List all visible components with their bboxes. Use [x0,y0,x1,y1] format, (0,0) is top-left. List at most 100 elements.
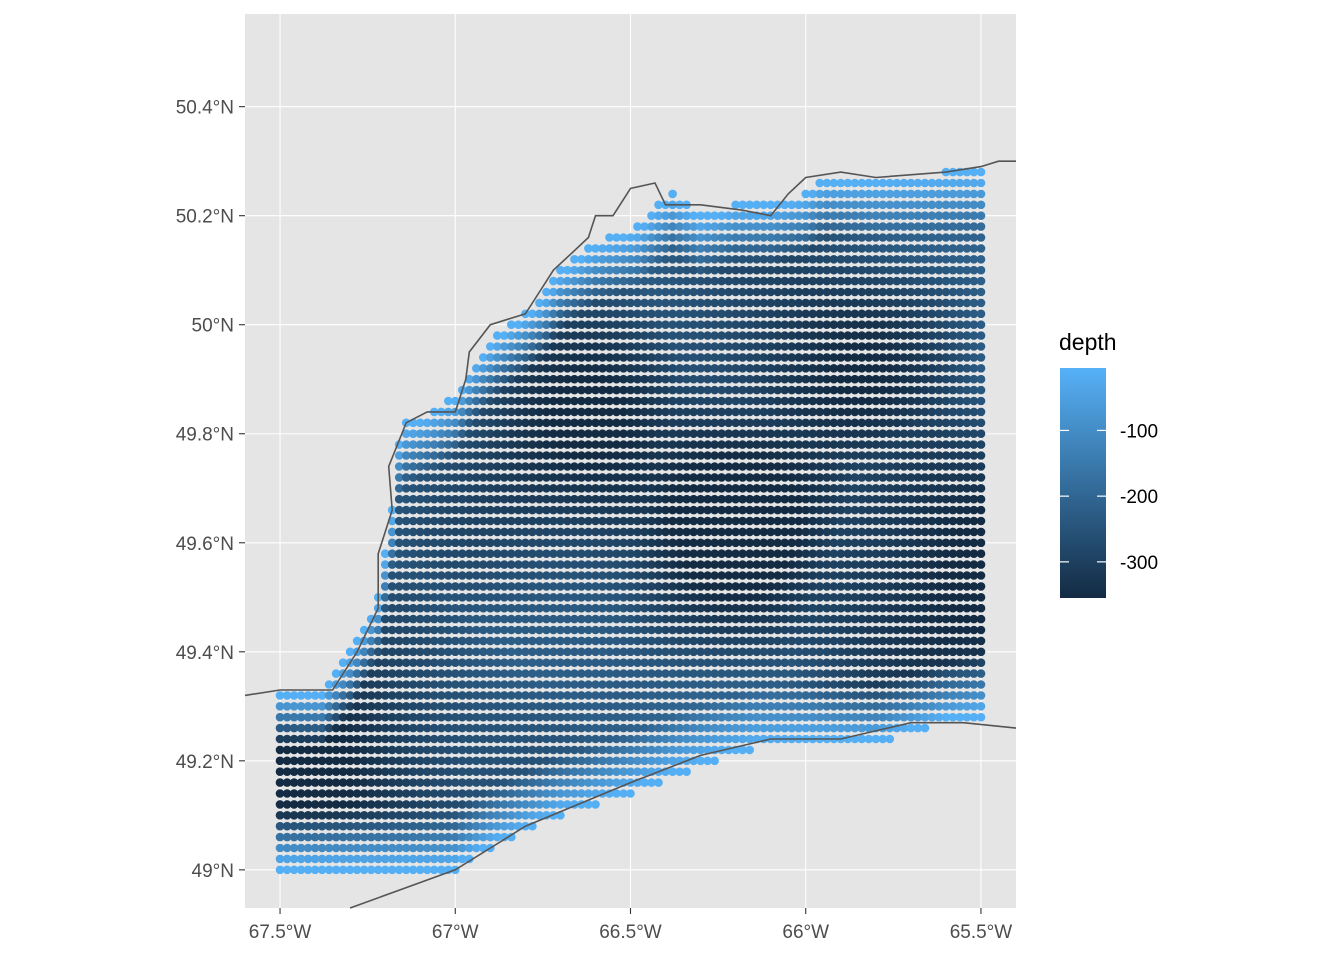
depth-point [282,821,292,831]
depth-point [969,658,979,667]
depth-point [401,789,411,798]
depth-point [486,538,495,548]
depth-point [668,527,677,537]
depth-point [766,723,775,733]
depth-point [927,342,937,351]
depth-point [415,865,425,875]
depth-point [899,593,909,602]
depth-point [885,614,895,624]
depth-point [829,723,839,733]
depth-point [521,353,530,362]
depth-point [317,712,327,722]
depth-point [570,276,579,286]
depth-point [766,571,775,580]
depth-point [696,745,705,755]
depth-point [822,178,832,188]
depth-point [710,494,719,504]
depth-point [451,680,460,689]
depth-point [591,244,600,253]
depth-point [275,854,285,864]
depth-point [556,778,565,787]
depth-point [731,451,740,460]
depth-point [836,396,846,406]
depth-point [465,811,474,820]
depth-point [906,364,916,373]
depth-point [437,418,446,428]
depth-point [815,538,824,548]
depth-point [521,636,530,646]
depth-point [962,374,972,384]
depth-point [366,680,376,689]
depth-point [654,647,663,657]
depth-point [535,353,544,362]
depth-point [689,462,698,471]
depth-point [752,407,761,417]
depth-point [689,505,698,515]
depth-point [654,429,663,439]
depth-point [738,505,747,515]
depth-point [619,669,628,678]
depth-point [948,527,958,537]
depth-point [394,821,404,831]
depth-point [359,745,369,755]
depth-point [815,265,824,275]
depth-point [675,254,684,264]
depth-point [864,582,874,591]
depth-point [626,505,635,515]
depth-point [542,734,551,744]
depth-point [920,451,930,460]
depth-point [976,244,986,253]
depth-point [493,691,502,700]
depth-point [934,702,944,711]
depth-point [738,396,747,406]
depth-point [885,418,895,428]
depth-point [640,440,649,449]
depth-point [451,756,460,766]
depth-point [380,745,390,755]
depth-point [969,287,979,297]
depth-point [682,571,691,580]
depth-point [948,636,958,646]
depth-point [710,680,719,689]
depth-point [885,331,895,340]
depth-point [500,669,509,678]
depth-point [626,614,635,624]
depth-point [878,614,888,624]
depth-point [493,821,502,831]
depth-point [815,407,824,417]
depth-point [955,691,965,700]
depth-point [717,451,726,460]
depth-point [829,178,839,188]
depth-point [458,789,467,798]
depth-point [444,756,453,766]
depth-point [444,691,453,700]
depth-point [759,582,768,591]
depth-point [619,603,628,613]
depth-point [962,407,972,417]
depth-point [724,712,733,722]
depth-point [317,865,327,875]
depth-point [899,516,909,526]
depth-point [549,516,558,526]
depth-point [598,505,607,515]
depth-point [626,723,635,733]
depth-point [717,298,726,308]
depth-point [654,462,663,471]
depth-point [359,691,369,700]
depth-point [962,538,972,548]
depth-point [976,473,986,482]
depth-point [612,778,621,787]
depth-point [352,680,362,689]
depth-point [829,189,839,199]
depth-point [913,364,923,373]
depth-point [759,669,768,678]
depth-point [969,396,979,406]
depth-point [535,712,544,722]
depth-point [717,396,726,406]
depth-point [472,451,481,460]
depth-point [528,364,537,373]
depth-point [689,734,698,744]
depth-point [794,680,803,689]
depth-point [352,702,362,711]
depth-point [549,407,558,417]
